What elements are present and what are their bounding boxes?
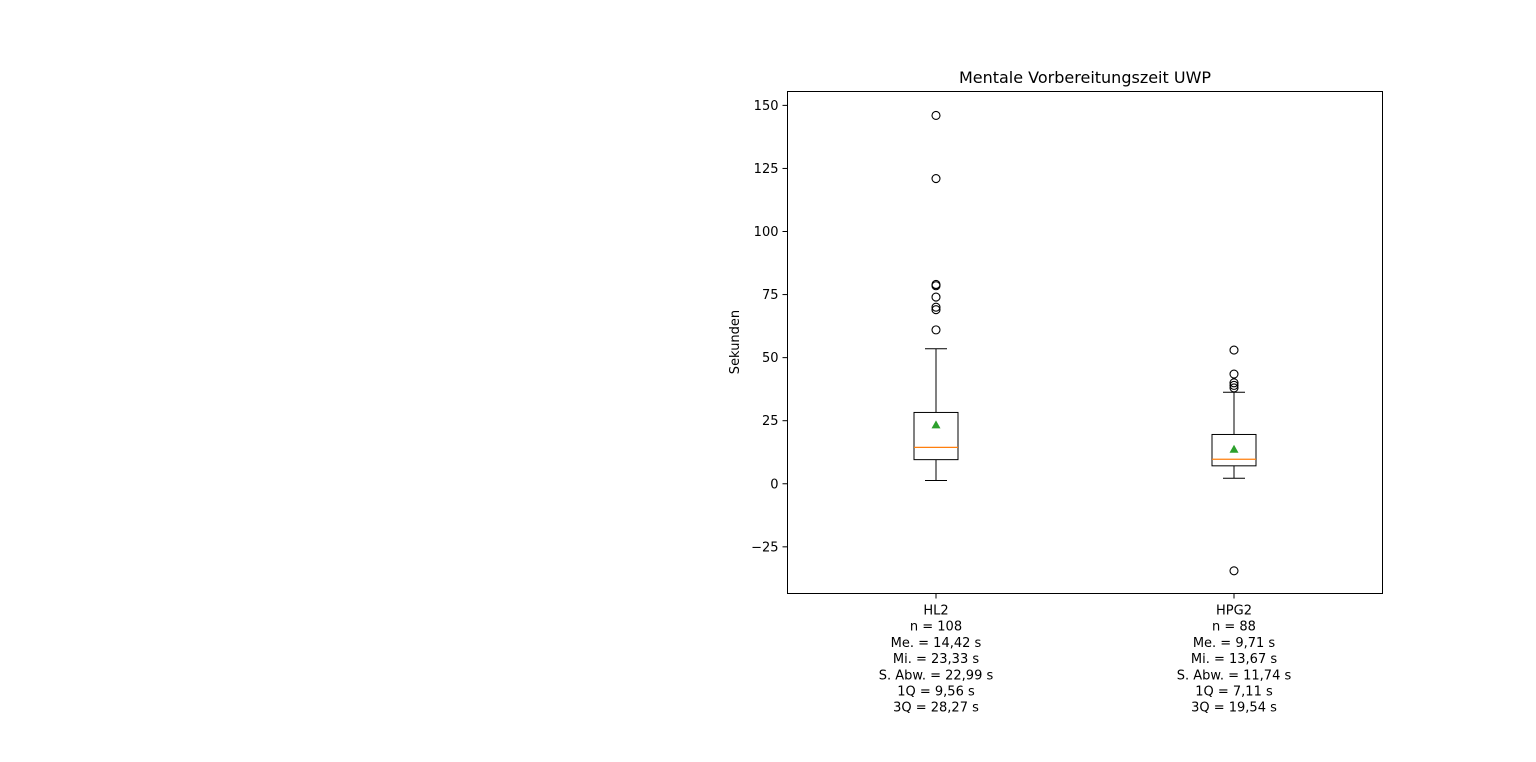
outlier-point (1229, 369, 1239, 379)
x-category-label-line: S. Abw. = 22,99 s (879, 668, 994, 683)
y-axis-label: Sekunden (728, 310, 743, 374)
y-tick-label: 75 (762, 288, 779, 303)
mean-marker (1229, 444, 1239, 453)
y-tick-label: 150 (754, 99, 779, 114)
outlier-point (931, 173, 941, 184)
outlier-point (931, 325, 941, 335)
x-category-label-line: n = 88 (1212, 620, 1256, 635)
axes-frame (787, 91, 1383, 594)
chart-title: Mentale Vorbereitungszeit UWP (959, 68, 1211, 87)
mean-marker (931, 420, 941, 429)
outlier-point (931, 281, 941, 291)
x-category-label-line: 1Q = 9,56 s (897, 685, 975, 700)
x-category-label-line: 3Q = 19,54 s (1191, 701, 1277, 716)
x-category-label-line: S. Abw. = 11,74 s (1177, 668, 1292, 683)
outlier-point (1229, 383, 1239, 393)
x-category-label-line: HPG2 (1216, 604, 1252, 619)
x-category-label-line: n = 108 (910, 620, 962, 635)
x-category-label-line: 1Q = 7,11 s (1195, 685, 1273, 700)
outlier-point (1229, 566, 1239, 576)
x-category-label-line: Mi. = 23,33 s (893, 652, 979, 667)
iqr-box (1211, 433, 1257, 467)
x-category-label-line: HL2 (923, 604, 948, 619)
y-tick-label: −25 (751, 540, 778, 555)
outlier-point (1229, 345, 1239, 355)
y-tick-label: 125 (754, 162, 779, 177)
outlier-point (931, 292, 941, 302)
outlier-point (1229, 380, 1239, 390)
y-tick-label: 50 (762, 351, 779, 366)
x-category-label-line: Mi. = 13,67 s (1191, 652, 1277, 667)
y-tick-label: 0 (770, 477, 778, 492)
y-tick-label: 100 (754, 225, 779, 240)
y-tick-label: 25 (762, 414, 779, 429)
x-category-label-line: Me. = 9,71 s (1193, 636, 1276, 651)
outlier-point (1229, 378, 1239, 388)
outlier-point (931, 302, 941, 312)
x-category-label-line: 3Q = 28,27 s (893, 701, 979, 716)
outlier-point (931, 305, 941, 315)
iqr-box (913, 411, 959, 461)
outlier-point (931, 110, 941, 121)
x-category-label-line: Me. = 14,42 s (891, 636, 982, 651)
